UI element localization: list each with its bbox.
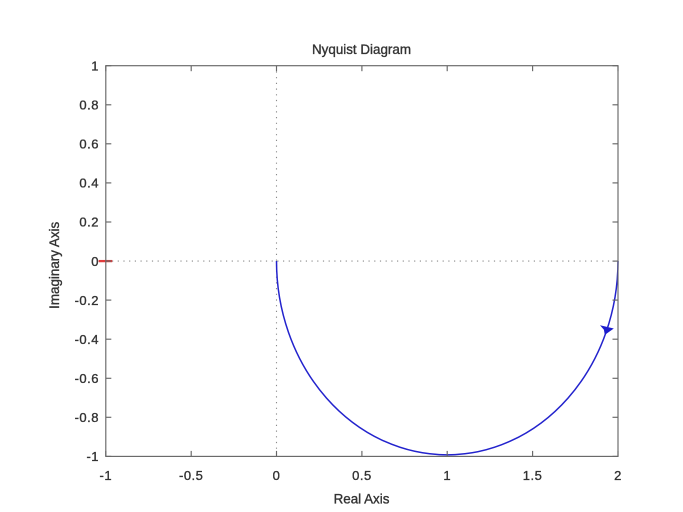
svg-text:1: 1 (91, 58, 99, 73)
svg-text:-1: -1 (86, 449, 99, 464)
svg-text:0: 0 (273, 468, 281, 483)
svg-text:-1: -1 (100, 468, 113, 483)
svg-text:0.4: 0.4 (79, 176, 99, 191)
svg-text:-0.5: -0.5 (179, 468, 203, 483)
svg-text:0.8: 0.8 (79, 98, 99, 113)
svg-text:-0.6: -0.6 (75, 371, 99, 386)
svg-text:Nyquist Diagram: Nyquist Diagram (312, 42, 411, 57)
svg-text:-0.4: -0.4 (75, 332, 99, 347)
svg-text:0: 0 (91, 254, 99, 269)
svg-text:Real Axis: Real Axis (334, 492, 390, 507)
svg-text:0.5: 0.5 (352, 468, 372, 483)
svg-text:0.2: 0.2 (79, 215, 99, 230)
svg-text:1.5: 1.5 (523, 468, 543, 483)
svg-text:-0.8: -0.8 (75, 410, 99, 425)
svg-text:-0.2: -0.2 (75, 293, 99, 308)
svg-text:2: 2 (614, 468, 622, 483)
svg-text:Imaginary Axis: Imaginary Axis (47, 221, 62, 308)
svg-text:1: 1 (443, 468, 451, 483)
svg-text:0.6: 0.6 (79, 137, 99, 152)
